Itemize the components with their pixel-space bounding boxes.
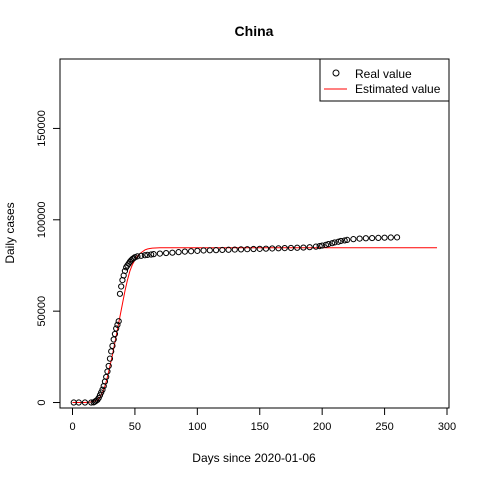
- real-value-point: [275, 245, 282, 252]
- legend: Real value Estimated value: [319, 58, 450, 102]
- real-value-point: [114, 321, 121, 328]
- real-value-point: [200, 247, 207, 254]
- legend-box: [319, 58, 450, 102]
- real-value-point: [387, 234, 394, 241]
- real-value-point: [113, 325, 120, 332]
- real-value-point: [381, 234, 388, 241]
- real-value-point: [375, 234, 382, 241]
- real-value-point: [344, 236, 351, 243]
- real-value-point: [262, 245, 270, 252]
- real-value-point: [118, 283, 125, 290]
- real-value-point: [110, 336, 117, 343]
- real-value-point: [150, 251, 157, 258]
- legend-real-marker: [332, 69, 340, 77]
- real-value-point: [116, 290, 124, 297]
- y-tick-label: 0: [36, 399, 48, 405]
- plot-frame: [59, 58, 450, 409]
- real-value-point: [335, 238, 342, 245]
- real-value-point: [329, 240, 336, 247]
- real-value-point: [356, 235, 363, 242]
- real-value-point: [130, 255, 137, 262]
- real-value-point: [350, 236, 357, 243]
- real-value-point: [144, 251, 151, 258]
- real-value-point: [103, 373, 110, 381]
- y-axis-label: Daily cases: [3, 202, 17, 263]
- real-value-point: [108, 348, 115, 355]
- real-value-point: [362, 235, 369, 242]
- real-value-point: [225, 246, 232, 253]
- legend-estimated-label: Estimated value: [355, 82, 441, 96]
- real-value-point: [322, 241, 330, 248]
- real-value-point: [105, 362, 112, 370]
- real-value-point: [115, 318, 122, 325]
- estimated-value-line: [72, 247, 438, 404]
- real-value-point: [163, 249, 170, 257]
- real-value-point: [294, 244, 301, 251]
- real-value-point: [187, 248, 195, 255]
- real-value-point: [99, 386, 106, 393]
- real-value-point: [104, 368, 111, 375]
- real-value-point: [81, 399, 89, 406]
- real-value-point: [312, 243, 320, 250]
- x-tick-label: 50: [129, 421, 141, 433]
- real-value-point: [393, 234, 401, 241]
- real-value-point: [111, 330, 119, 338]
- y-tick-label: 150000: [36, 110, 48, 147]
- x-tick-label: 300: [438, 421, 456, 433]
- real-value-point: [106, 355, 114, 362]
- real-value-point: [331, 239, 338, 246]
- real-value-point: [316, 243, 323, 250]
- real-value-point: [109, 342, 116, 349]
- real-value-point: [237, 246, 245, 253]
- x-tick-label: 250: [375, 421, 393, 433]
- real-value-point: [281, 245, 288, 252]
- y-tick-label: 100000: [36, 201, 48, 238]
- real-value-point: [244, 246, 251, 253]
- real-value-point: [206, 247, 213, 254]
- real-value-point: [287, 244, 295, 252]
- real-value-point: [181, 248, 188, 255]
- real-value-point: [256, 245, 263, 252]
- real-value-point: [319, 242, 326, 249]
- real-points-layer: [70, 234, 401, 406]
- x-axis-label: Days since 2020-01-06: [192, 451, 316, 465]
- real-value-point: [341, 237, 348, 244]
- real-value-point: [194, 247, 201, 254]
- real-value-point: [141, 252, 148, 259]
- x-tick-label: 100: [188, 421, 206, 433]
- legend-real-label: Real value: [355, 67, 412, 81]
- x-tick-label: 150: [251, 421, 269, 433]
- real-value-point: [325, 241, 332, 248]
- y-axis: 0 50000 100000 150000: [36, 110, 61, 406]
- real-value-point: [121, 267, 129, 275]
- x-tick-label: 200: [313, 421, 331, 433]
- real-value-point: [231, 246, 238, 253]
- chart-title: China: [235, 23, 274, 39]
- x-tick-label: 0: [69, 421, 75, 433]
- x-axis: 0 50 100 150 200 250 300: [69, 407, 456, 433]
- real-value-point: [306, 244, 313, 251]
- real-value-point: [212, 247, 220, 254]
- real-value-point: [369, 234, 376, 242]
- real-value-point: [175, 249, 182, 256]
- real-value-point: [148, 251, 155, 258]
- real-value-point: [269, 245, 276, 252]
- real-value-point: [138, 252, 145, 259]
- real-value-point: [156, 250, 163, 257]
- real-value-point: [250, 245, 257, 253]
- y-tick-label: 50000: [36, 296, 48, 327]
- real-value-point: [300, 244, 307, 251]
- real-value-point: [337, 237, 344, 245]
- real-value-point: [219, 246, 226, 254]
- real-value-point: [134, 253, 141, 260]
- real-value-point: [75, 399, 82, 406]
- real-value-point: [169, 249, 176, 256]
- estimated-line-layer: [72, 247, 438, 404]
